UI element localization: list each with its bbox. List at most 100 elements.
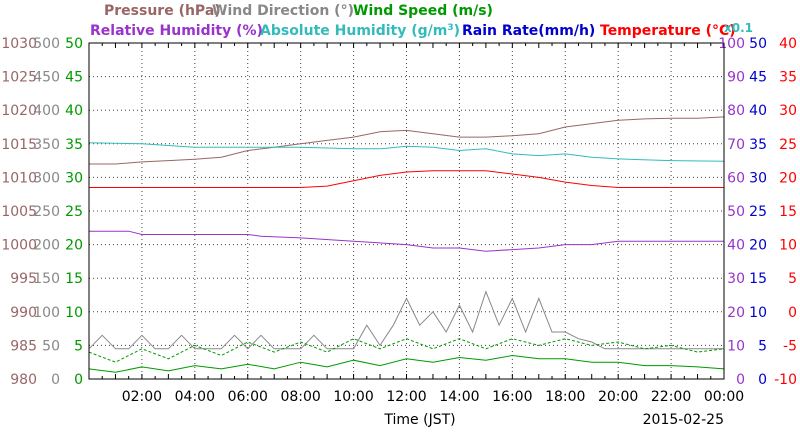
- y-tick-pressure: 1005: [1, 204, 37, 220]
- y-tick-wind_speed: 40: [65, 103, 83, 119]
- legend-title-row2-3: Temperature (°C): [600, 23, 736, 39]
- y-tick-rain_rate: 20: [749, 238, 767, 254]
- y-tick-humidity: 0: [736, 372, 745, 388]
- x-tick-label: 22:00: [651, 389, 691, 405]
- y-tick-wind_direction: 200: [33, 238, 60, 254]
- y-tick-wind_direction: 350: [33, 137, 60, 153]
- y-tick-temperature: 40: [779, 36, 797, 52]
- y-tick-humidity: 50: [727, 204, 745, 220]
- y-tick-rain_rate: 10: [749, 305, 767, 321]
- y-tick-rain_rate: 5: [758, 338, 767, 354]
- y-tick-temperature: 10: [779, 238, 797, 254]
- legend-scale-suffix: x0.1: [724, 21, 753, 35]
- x-tick-label: 16:00: [492, 389, 532, 405]
- y-tick-wind_speed: 30: [65, 170, 83, 186]
- x-tick-label: 10:00: [333, 389, 373, 405]
- y-tick-temperature: 35: [779, 70, 797, 86]
- y-tick-wind_direction: 50: [42, 338, 60, 354]
- x-axis-label: Time (JST): [383, 412, 455, 428]
- y-tick-humidity: 60: [727, 170, 745, 186]
- date-label: 2015-02-25: [643, 412, 724, 428]
- y-tick-wind_direction: 500: [33, 36, 60, 52]
- x-tick-label: 02:00: [122, 389, 162, 405]
- series-line: [88, 290, 724, 350]
- y-tick-pressure: 990: [10, 305, 37, 321]
- y-tick-wind_direction: 250: [33, 204, 60, 220]
- y-tick-humidity: 100: [718, 36, 745, 52]
- y-tick-humidity: 40: [727, 238, 745, 254]
- series-line: [88, 354, 725, 373]
- series-line: [89, 230, 724, 252]
- legend-title-row2-0: Relative Humidity (%): [90, 23, 263, 39]
- y-tick-wind_speed: 15: [65, 271, 83, 287]
- right-axes: 1009080706050403020100504540353025201510…: [718, 36, 797, 388]
- y-tick-temperature: 15: [779, 204, 797, 220]
- y-tick-wind_speed: 25: [65, 204, 83, 220]
- y-tick-wind_direction: 300: [33, 170, 60, 186]
- y-tick-rain_rate: 45: [749, 70, 767, 86]
- y-tick-pressure: 980: [10, 372, 37, 388]
- x-tick-label: 00:00: [704, 389, 744, 405]
- y-tick-temperature: 25: [779, 137, 797, 153]
- series-line: [89, 116, 725, 165]
- left-axes: 1030102510201015101010051000995990985980…: [1, 36, 83, 388]
- y-tick-wind_direction: 0: [51, 372, 60, 388]
- y-tick-rain_rate: 25: [749, 204, 767, 220]
- y-tick-rain_rate: 0: [758, 372, 767, 388]
- y-tick-pressure: 1030: [1, 36, 37, 52]
- y-tick-rain_rate: 35: [749, 137, 767, 153]
- y-tick-pressure: 1015: [1, 137, 37, 153]
- x-tick-label: 18:00: [545, 389, 585, 405]
- series-line: [88, 142, 725, 162]
- y-tick-wind_speed: 50: [65, 36, 83, 52]
- x-tick-label: 12:00: [386, 389, 426, 405]
- x-tick-label: 08:00: [280, 389, 320, 405]
- y-tick-temperature: -10: [774, 372, 797, 388]
- y-tick-rain_rate: 50: [749, 36, 767, 52]
- x-tick-label: 06:00: [228, 389, 268, 405]
- y-tick-humidity: 20: [727, 305, 745, 321]
- y-tick-pressure: 1010: [1, 170, 37, 186]
- y-tick-wind_direction: 400: [33, 103, 60, 119]
- y-tick-rain_rate: 15: [749, 271, 767, 287]
- x-tick-label: 20:00: [598, 389, 638, 405]
- y-tick-wind_direction: 150: [33, 271, 60, 287]
- y-tick-wind_speed: 45: [65, 70, 83, 86]
- y-tick-rain_rate: 40: [749, 103, 767, 119]
- y-tick-humidity: 10: [727, 338, 745, 354]
- y-tick-rain_rate: 30: [749, 170, 767, 186]
- y-tick-temperature: -5: [783, 338, 797, 354]
- legend-title-row1-0: Pressure (hPa): [104, 3, 221, 19]
- series-line: [88, 338, 725, 363]
- legend-title-row2-1: Absolute Humidity (g/m3): [260, 23, 460, 39]
- x-tick-label: 14:00: [439, 389, 479, 405]
- y-tick-wind_speed: 5: [74, 338, 83, 354]
- y-tick-pressure: 1025: [1, 70, 37, 86]
- legend-title-row1-2: Wind Speed (m/s): [353, 3, 493, 19]
- y-tick-pressure: 1020: [1, 103, 37, 119]
- legend-title-row1-1: Wind Direction (°): [212, 3, 354, 19]
- y-tick-wind_direction: 100: [33, 305, 60, 321]
- y-tick-pressure: 985: [10, 338, 37, 354]
- y-tick-wind_speed: 0: [74, 372, 83, 388]
- y-tick-temperature: 20: [779, 170, 797, 186]
- y-tick-wind_speed: 20: [65, 238, 83, 254]
- y-tick-temperature: 30: [779, 103, 797, 119]
- y-tick-temperature: 0: [788, 305, 797, 321]
- legend-title-row2-2: Rain Rate(mm/h): [462, 23, 595, 39]
- y-tick-humidity: 80: [727, 103, 745, 119]
- y-tick-wind_direction: 450: [33, 70, 60, 86]
- y-tick-humidity: 30: [727, 271, 745, 287]
- y-tick-wind_speed: 35: [65, 137, 83, 153]
- x-axis: 02:00 04:00 06:00 08:00 10:00 12:00 14:00 16:00…: [88, 43, 744, 405]
- grid: [89, 43, 724, 379]
- y-tick-humidity: 90: [727, 70, 745, 86]
- series-line: [89, 170, 724, 188]
- y-tick-humidity: 70: [727, 137, 745, 153]
- legend: Pressure (hPa)Wind Direction (°) Wind Spe…: [90, 3, 753, 39]
- y-tick-wind_speed: 10: [65, 305, 83, 321]
- y-tick-pressure: 1000: [1, 238, 37, 254]
- x-tick-label: 04:00: [175, 389, 215, 405]
- y-tick-temperature: 5: [788, 271, 797, 287]
